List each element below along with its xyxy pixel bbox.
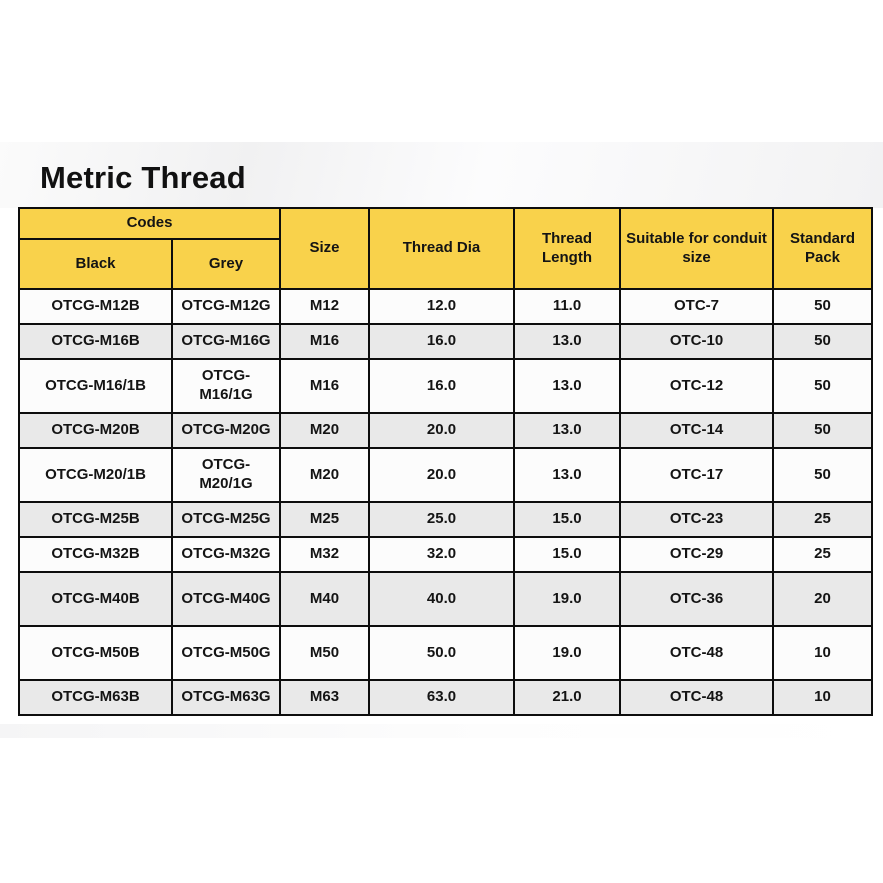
conduit-size-cell: OTC-48	[619, 625, 774, 681]
conduit-size-cell: OTC-12	[619, 358, 774, 414]
table-row: OTCG-M12B OTCG-M12G M12 12.0 11.0 OTC-7 …	[18, 288, 873, 325]
black-code-cell: OTCG-M16/1B	[18, 358, 173, 414]
black-code-cell: OTCG-M63B	[18, 679, 173, 716]
black-code-cell: OTCG-M32B	[18, 536, 173, 573]
table-row: OTCG-M63B OTCG-M63G M63 63.0 21.0 OTC-48…	[18, 679, 873, 716]
standard-pack-cell: 20	[772, 571, 873, 627]
background-wash	[0, 142, 883, 208]
thread-dia-cell: 32.0	[368, 536, 515, 573]
col-header-thread-length: Thread Length	[513, 207, 621, 290]
conduit-size-cell: OTC-48	[619, 679, 774, 716]
grey-code-cell: OTCG-M40G	[171, 571, 281, 627]
grey-code-cell: OTCG-M32G	[171, 536, 281, 573]
size-cell: M63	[279, 679, 370, 716]
conduit-size-cell: OTC-36	[619, 571, 774, 627]
size-cell: M16	[279, 323, 370, 360]
thread-length-cell: 15.0	[513, 536, 621, 573]
table-row: OTCG-M16/1B OTCG-M16/1G M16 16.0 13.0 OT…	[18, 358, 873, 414]
conduit-size-cell: OTC-7	[619, 288, 774, 325]
thread-dia-cell: 20.0	[368, 447, 515, 503]
size-cell: M12	[279, 288, 370, 325]
header-row-colors: Black Grey	[18, 238, 872, 290]
thread-dia-cell: 63.0	[368, 679, 515, 716]
size-cell: M20	[279, 412, 370, 449]
standard-pack-cell: 25	[772, 536, 873, 573]
standard-pack-cell: 10	[772, 625, 873, 681]
thread-length-cell: 11.0	[513, 288, 621, 325]
black-code-cell: OTCG-M12B	[18, 288, 173, 325]
grey-code-cell: OTCG-M16G	[171, 323, 281, 360]
size-cell: M40	[279, 571, 370, 627]
table-row: OTCG-M16B OTCG-M16G M16 16.0 13.0 OTC-10…	[18, 323, 873, 360]
table-header: Codes Size Thread Dia Thread Length Suit…	[18, 207, 873, 290]
table-row: OTCG-M20/1B OTCG-M20/1G M20 20.0 13.0 OT…	[18, 447, 873, 503]
grey-code-cell: OTCG-M50G	[171, 625, 281, 681]
grey-code-cell: OTCG-M12G	[171, 288, 281, 325]
size-cell: M25	[279, 501, 370, 538]
grey-code-cell: OTCG-M25G	[171, 501, 281, 538]
thread-length-cell: 13.0	[513, 412, 621, 449]
metric-thread-table: Codes Size Thread Dia Thread Length Suit…	[18, 207, 873, 716]
table-row: OTCG-M25B OTCG-M25G M25 25.0 15.0 OTC-23…	[18, 501, 873, 538]
black-code-cell: OTCG-M20/1B	[18, 447, 173, 503]
thread-dia-cell: 12.0	[368, 288, 515, 325]
thread-length-cell: 19.0	[513, 625, 621, 681]
thread-dia-cell: 40.0	[368, 571, 515, 627]
thread-length-cell: 13.0	[513, 358, 621, 414]
col-header-conduit-size: Suitable for conduit size	[619, 207, 774, 290]
grey-code-cell: OTCG-M20/1G	[171, 447, 281, 503]
conduit-size-cell: OTC-29	[619, 536, 774, 573]
size-cell: M32	[279, 536, 370, 573]
size-cell: M50	[279, 625, 370, 681]
table-body: OTCG-M12B OTCG-M12G M12 12.0 11.0 OTC-7 …	[18, 288, 873, 716]
black-code-cell: OTCG-M16B	[18, 323, 173, 360]
black-code-cell: OTCG-M50B	[18, 625, 173, 681]
col-header-black: Black	[18, 238, 173, 290]
thread-length-cell: 21.0	[513, 679, 621, 716]
col-header-thread-dia: Thread Dia	[368, 207, 515, 290]
col-header-grey: Grey	[171, 238, 281, 290]
conduit-size-cell: OTC-17	[619, 447, 774, 503]
thread-length-cell: 19.0	[513, 571, 621, 627]
thread-dia-cell: 25.0	[368, 501, 515, 538]
page-title: Metric Thread	[40, 160, 246, 195]
table-row: OTCG-M50B OTCG-M50G M50 50.0 19.0 OTC-48…	[18, 625, 873, 681]
standard-pack-cell: 50	[772, 288, 873, 325]
grey-code-cell: OTCG-M16/1G	[171, 358, 281, 414]
standard-pack-cell: 25	[772, 501, 873, 538]
grey-code-cell: OTCG-M63G	[171, 679, 281, 716]
header-row-codes: Codes Size Thread Dia Thread Length Suit…	[18, 207, 873, 290]
standard-pack-cell: 50	[772, 412, 873, 449]
thread-dia-cell: 16.0	[368, 358, 515, 414]
table-row: OTCG-M32B OTCG-M32G M32 32.0 15.0 OTC-29…	[18, 536, 873, 573]
conduit-size-cell: OTC-10	[619, 323, 774, 360]
thread-dia-cell: 50.0	[368, 625, 515, 681]
thread-length-cell: 15.0	[513, 501, 621, 538]
standard-pack-cell: 50	[772, 323, 873, 360]
black-code-cell: OTCG-M20B	[18, 412, 173, 449]
col-header-standard-pack: Standard Pack	[772, 207, 873, 290]
col-header-size: Size	[279, 207, 370, 290]
conduit-size-cell: OTC-14	[619, 412, 774, 449]
col-header-codes: Codes	[18, 207, 281, 240]
size-cell: M16	[279, 358, 370, 414]
size-cell: M20	[279, 447, 370, 503]
standard-pack-cell: 50	[772, 447, 873, 503]
standard-pack-cell: 50	[772, 358, 873, 414]
grey-code-cell: OTCG-M20G	[171, 412, 281, 449]
background-wash-bottom	[0, 724, 883, 738]
thread-length-cell: 13.0	[513, 447, 621, 503]
table-row: OTCG-M20B OTCG-M20G M20 20.0 13.0 OTC-14…	[18, 412, 873, 449]
standard-pack-cell: 10	[772, 679, 873, 716]
table-row: OTCG-M40B OTCG-M40G M40 40.0 19.0 OTC-36…	[18, 571, 873, 627]
thread-length-cell: 13.0	[513, 323, 621, 360]
conduit-size-cell: OTC-23	[619, 501, 774, 538]
thread-dia-cell: 16.0	[368, 323, 515, 360]
black-code-cell: OTCG-M25B	[18, 501, 173, 538]
thread-dia-cell: 20.0	[368, 412, 515, 449]
black-code-cell: OTCG-M40B	[18, 571, 173, 627]
